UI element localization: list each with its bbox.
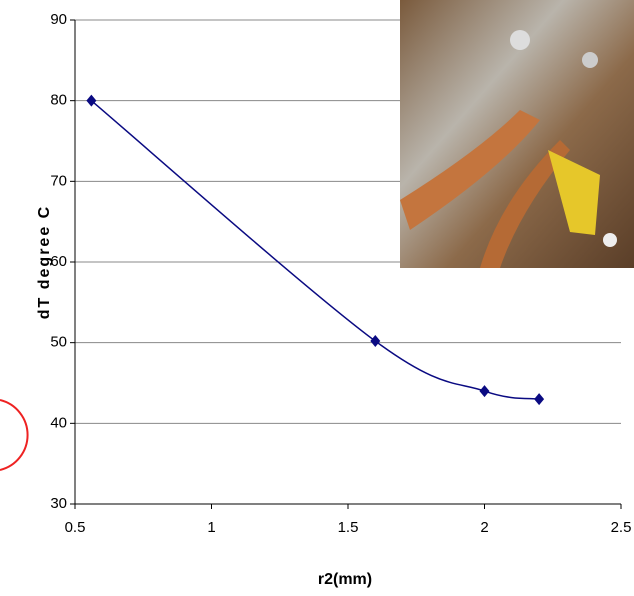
y-tick-label: 50	[50, 334, 67, 351]
photo-inset	[400, 0, 634, 268]
data-point	[370, 335, 381, 348]
y-axis-title: dT degree C	[36, 205, 53, 319]
y-tick-label: 30	[50, 495, 67, 512]
y-tick-label: 60	[50, 253, 67, 270]
x-tick-label: 1	[207, 519, 215, 536]
y-tick-label: 80	[50, 92, 67, 109]
data-point	[86, 94, 97, 107]
red-circle	[0, 399, 29, 471]
y-tick-label: 40	[50, 414, 67, 431]
x-tick-label: 2	[480, 519, 488, 536]
x-tick-label: 1.5	[338, 519, 359, 536]
x-tick-label: 2.5	[611, 519, 632, 536]
y-tick-label: 90	[50, 11, 67, 28]
x-tick-label: 0.5	[65, 519, 86, 536]
data-point	[479, 385, 490, 398]
x-axis-title: r2(mm)	[318, 571, 372, 588]
data-point	[534, 393, 545, 406]
y-tick-label: 70	[50, 172, 67, 189]
